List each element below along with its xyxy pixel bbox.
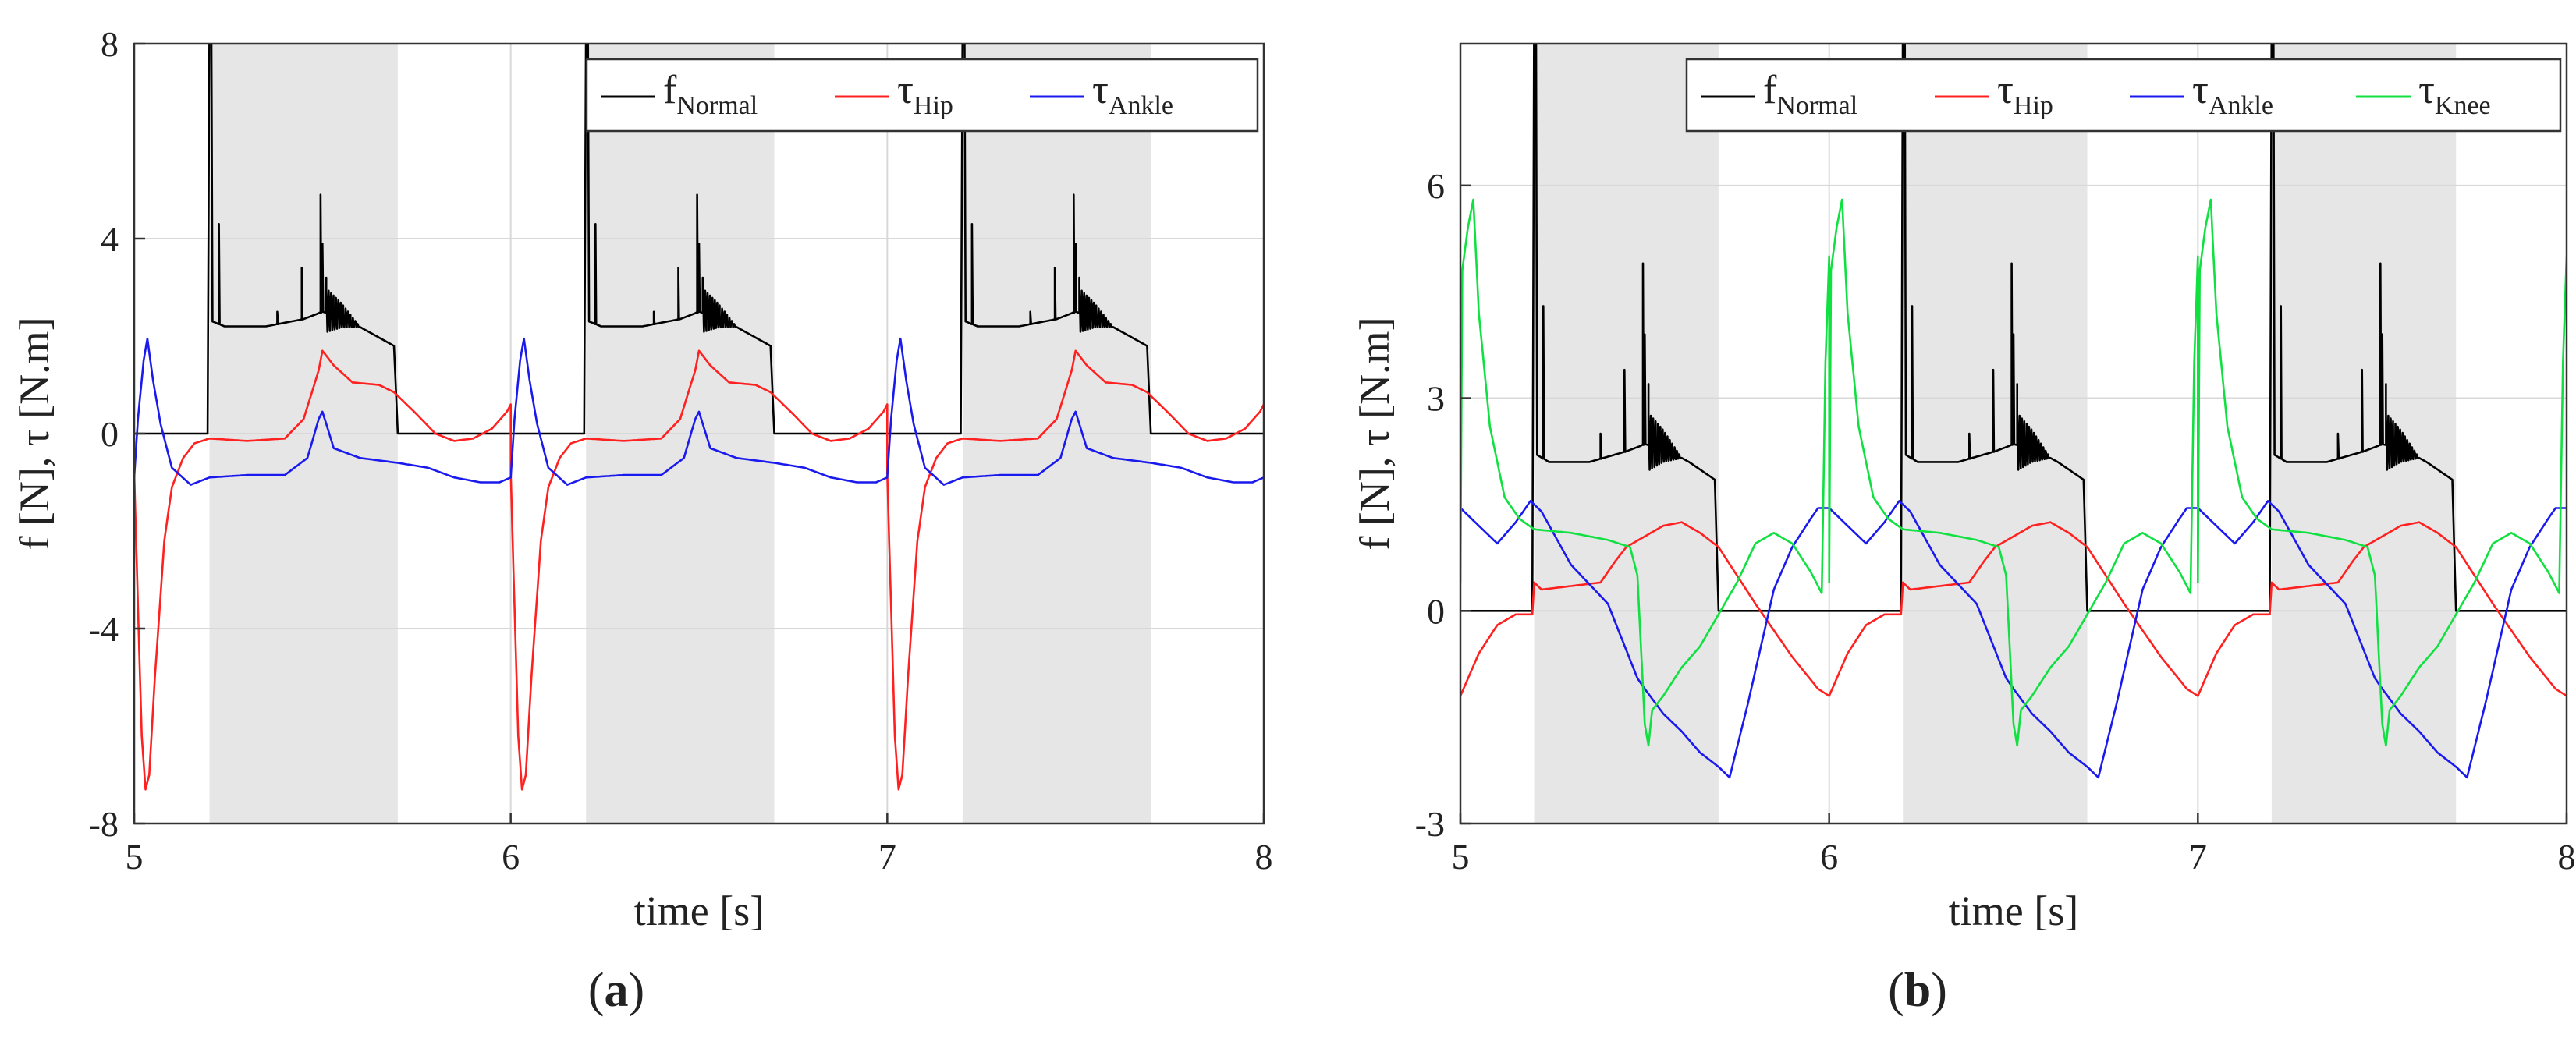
x-tick-label: 5	[126, 837, 144, 877]
x-tick-label: 5	[1452, 837, 1470, 877]
y-tick-label: 6	[1427, 166, 1445, 206]
y-tick-label: 4	[101, 219, 119, 259]
legend-label-hip: τHip	[1997, 68, 2053, 120]
x-tick-label: 8	[2558, 837, 2576, 877]
legend-label-ankle: τAnkle	[2192, 68, 2273, 120]
legend	[585, 58, 1259, 133]
series-knee-line	[1460, 198, 2567, 747]
x-tick-label: 8	[1255, 837, 1273, 877]
y-tick-label: 3	[1427, 379, 1445, 419]
series-hip-line	[134, 349, 1264, 791]
y-tick-label: -4	[89, 609, 119, 649]
y-tick-label: -8	[89, 804, 119, 844]
chart-b: 5 6 7 8 -3 0 3 6 time [s] f [N], τ [N.m] fNormal τH…	[1351, 42, 2576, 934]
series-normal-line	[1460, 44, 2567, 612]
legend-label-hip: τHip	[897, 68, 953, 120]
y-tick-label: -3	[1415, 804, 1445, 844]
series-ankle-line	[134, 337, 1264, 486]
stance-shade-2	[1903, 44, 2088, 824]
legend-label-normal: fNormal	[663, 68, 758, 120]
series-ankle-line	[1460, 500, 2567, 779]
legend-label-normal: fNormal	[1763, 68, 1857, 120]
series-normal-line	[134, 44, 1264, 435]
legend-label-ankle: τAnkle	[1092, 68, 1173, 120]
series-hip-line	[1460, 521, 2567, 697]
legend	[1685, 58, 2562, 133]
y-tick-label: 8	[101, 24, 119, 64]
panel-label-a: (a)	[588, 964, 644, 1017]
y-axis-label: f [N], τ [N.m]	[1351, 317, 1398, 550]
stance-shade-3	[2271, 44, 2457, 824]
panel-label-b: (b)	[1888, 964, 1947, 1017]
y-tick-label: 0	[1427, 591, 1445, 631]
x-tick-label: 7	[878, 837, 896, 877]
x-tick-label: 6	[502, 837, 520, 877]
stance-shade-1	[1534, 44, 1719, 824]
y-tick-label: 0	[101, 414, 119, 454]
axes-frame	[1459, 42, 2568, 825]
x-tick-label: 6	[1820, 837, 1838, 877]
legend-label-knee: τKnee	[2418, 68, 2491, 120]
x-axis-label: time [s]	[1949, 887, 2078, 934]
chart-a: 5 6 7 8 -8 -4 0 4 8 time [s] f [N], τ [N.m] fNormal…	[11, 24, 1273, 934]
x-tick-label: 7	[2189, 837, 2207, 877]
x-axis-label: time [s]	[634, 887, 764, 934]
y-axis-label: f [N], τ [N.m]	[11, 317, 58, 550]
